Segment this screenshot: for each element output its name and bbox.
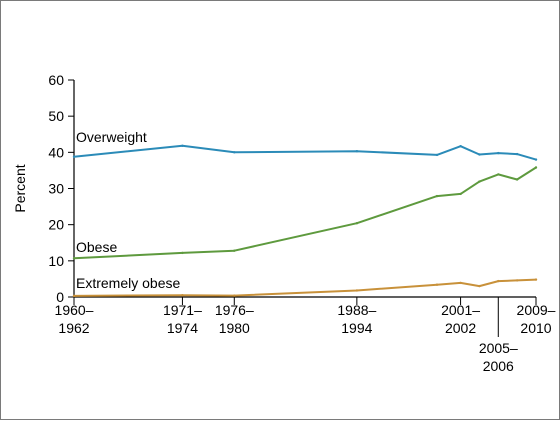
- data-point-obese: [534, 166, 538, 169]
- y-tick-label: 10: [48, 253, 64, 269]
- data-point-extremely-obese: [478, 284, 481, 288]
- data-point-overweight: [478, 153, 481, 156]
- data-point-extremely-obese: [534, 278, 538, 281]
- series-label-obese: Obese: [76, 239, 117, 255]
- x-tick-label: 1960–: [55, 302, 94, 318]
- data-point-extremely-obese: [72, 294, 76, 298]
- series-line-overweight: [73, 144, 537, 161]
- data-point-obese: [355, 222, 359, 225]
- series-line-extremely-obese: [73, 278, 537, 297]
- data-point-obese: [515, 178, 519, 181]
- data-point-obese: [459, 192, 462, 196]
- x-tick-label: 1988–: [337, 302, 376, 318]
- x-tick-label: 2006: [483, 358, 514, 374]
- series-label-extremely-obese: Extremely obese: [76, 275, 180, 291]
- data-point-overweight: [515, 152, 519, 156]
- series-line-obese: [73, 166, 537, 260]
- y-axis-title: Percent: [12, 164, 28, 212]
- x-tick-label: 2005–: [479, 340, 518, 356]
- data-point-overweight: [435, 153, 439, 157]
- data-point-extremely-obese: [497, 279, 500, 283]
- x-tick-label: 1962: [58, 320, 89, 336]
- axes-layer: 0 10 20 30 40 50 60 Percent 1960– 1962 1971– 1974 19…: [12, 72, 556, 374]
- data-point-overweight: [72, 155, 76, 158]
- y-tick-label: 50: [48, 108, 64, 124]
- data-point-obese: [72, 257, 76, 260]
- data-point-obese: [497, 173, 500, 176]
- x-tick-label: 2010: [520, 320, 551, 336]
- x-tick-label: 1974: [167, 320, 198, 336]
- data-point-extremely-obese: [515, 279, 519, 282]
- x-tick-label: 2002: [445, 320, 476, 336]
- data-point-obese: [478, 180, 481, 183]
- data-point-overweight: [233, 151, 236, 154]
- series-lines: [72, 144, 538, 298]
- data-point-obese: [233, 249, 236, 252]
- y-tick-label: 30: [48, 181, 64, 197]
- data-point-extremely-obese: [355, 289, 359, 292]
- x-tick-label: 2001–: [441, 302, 480, 318]
- data-point-overweight: [459, 145, 462, 148]
- y-tick-label: 20: [48, 217, 64, 233]
- series-label-overweight: Overweight: [76, 129, 147, 145]
- x-tick-label: 2009–: [517, 302, 556, 318]
- data-point-obese: [181, 251, 184, 255]
- data-point-extremely-obese: [459, 281, 462, 285]
- data-point-overweight: [355, 150, 359, 153]
- y-tick-label: 0: [56, 289, 64, 305]
- data-point-overweight: [534, 158, 538, 161]
- y-tick-label: 40: [48, 144, 64, 160]
- x-tick-label: 1971–: [163, 302, 202, 318]
- data-point-obese: [435, 194, 439, 198]
- x-tick-label: 1976–: [215, 302, 254, 318]
- data-point-overweight: [181, 144, 184, 147]
- data-point-extremely-obese: [181, 294, 184, 297]
- data-point-extremely-obese: [233, 294, 236, 297]
- x-tick-label: 1980: [219, 320, 250, 336]
- data-point-extremely-obese: [435, 283, 439, 286]
- y-tick-label: 60: [48, 72, 64, 88]
- x-tick-label: 1994: [341, 320, 372, 336]
- labels-layer: Overweight Obese Extremely obese: [76, 129, 180, 291]
- data-point-overweight: [497, 151, 500, 155]
